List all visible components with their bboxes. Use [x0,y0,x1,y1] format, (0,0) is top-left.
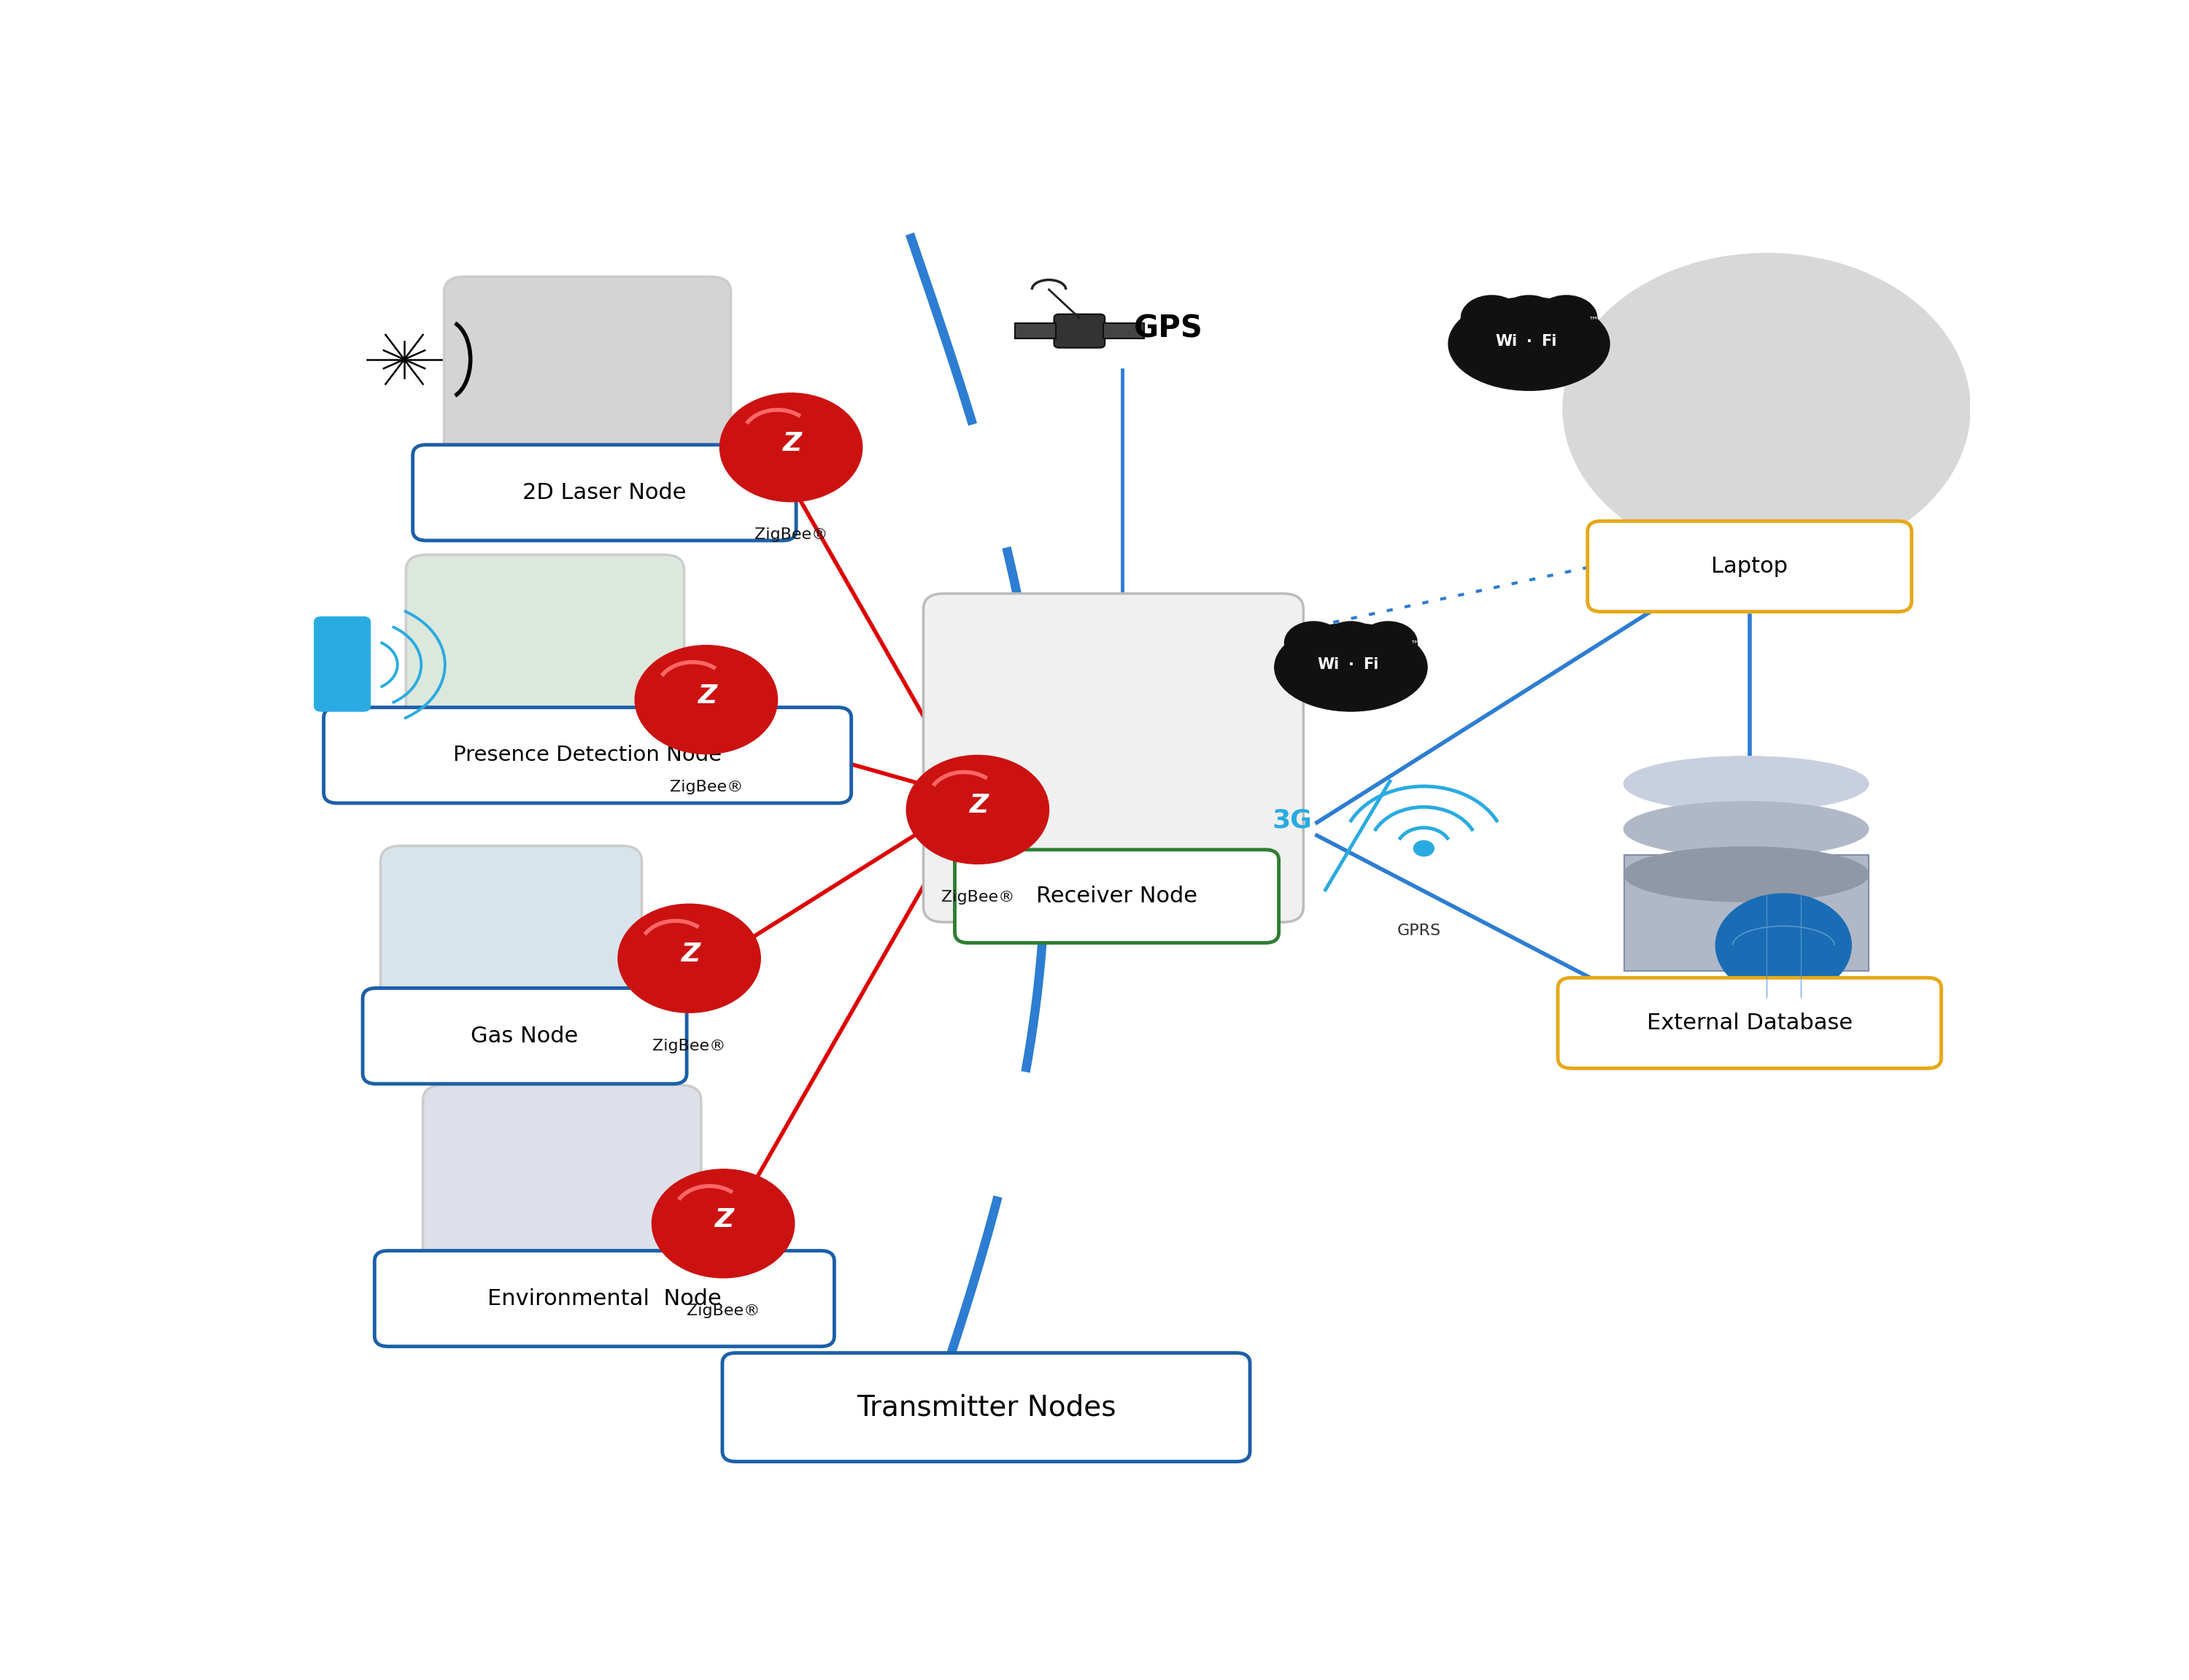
Text: Wi: Wi [1318,657,1340,672]
Circle shape [729,400,854,496]
Text: 3G: 3G [1272,808,1311,832]
Circle shape [626,911,753,1006]
FancyBboxPatch shape [324,707,852,803]
FancyBboxPatch shape [1055,314,1105,348]
Text: Laptop: Laptop [1712,556,1788,576]
FancyBboxPatch shape [924,593,1302,922]
Text: ™: ™ [1589,316,1598,326]
Text: Z: Z [681,942,700,968]
FancyBboxPatch shape [422,1085,700,1297]
Text: ZigBee®: ZigBee® [755,528,827,543]
Ellipse shape [1499,296,1559,339]
Circle shape [906,756,1049,864]
Circle shape [720,393,862,502]
Text: ZigBee®: ZigBee® [687,1304,760,1319]
FancyBboxPatch shape [381,845,641,1032]
Ellipse shape [1322,622,1379,664]
FancyBboxPatch shape [1016,323,1055,339]
Circle shape [1563,254,1970,564]
Ellipse shape [1624,847,1867,902]
Text: Transmitter Nodes: Transmitter Nodes [856,1393,1116,1421]
Circle shape [652,1169,795,1278]
Text: ZigBee®: ZigBee® [652,1038,727,1053]
Text: GPRS: GPRS [1397,924,1440,937]
Circle shape [1550,244,1983,575]
Text: ™: ™ [1410,638,1421,648]
Ellipse shape [1537,296,1598,339]
FancyBboxPatch shape [1103,323,1145,339]
FancyBboxPatch shape [405,554,685,766]
Circle shape [644,652,768,748]
Text: Receiver Node: Receiver Node [1035,885,1197,907]
FancyBboxPatch shape [722,1352,1250,1462]
Ellipse shape [1624,801,1867,857]
Circle shape [661,1176,786,1272]
FancyBboxPatch shape [954,850,1278,942]
Ellipse shape [1624,756,1867,811]
Text: Z: Z [970,793,989,818]
FancyBboxPatch shape [374,1250,834,1346]
Text: Z: Z [698,684,718,709]
Text: Presence Detection Node: Presence Detection Node [453,744,722,766]
Text: Z: Z [784,432,803,455]
FancyBboxPatch shape [315,617,370,711]
Circle shape [617,904,760,1013]
Text: Fi: Fi [1541,334,1556,349]
Circle shape [915,761,1040,857]
Text: ·: · [1526,334,1532,349]
Text: GPS: GPS [1134,312,1204,344]
Text: Fi: Fi [1364,657,1379,672]
Ellipse shape [1274,623,1427,711]
Circle shape [1414,840,1434,857]
Text: External Database: External Database [1646,1013,1852,1033]
Ellipse shape [1449,297,1609,390]
FancyBboxPatch shape [363,988,687,1084]
Text: Gas Node: Gas Node [471,1025,578,1047]
Circle shape [1716,894,1852,998]
Text: Z: Z [716,1208,736,1231]
Text: Wi: Wi [1495,334,1517,349]
Text: ZigBee®: ZigBee® [670,780,742,795]
Text: 2D Laser Node: 2D Laser Node [523,482,687,504]
FancyBboxPatch shape [444,277,731,502]
FancyBboxPatch shape [1624,855,1867,971]
Ellipse shape [1460,296,1521,339]
FancyBboxPatch shape [1559,978,1942,1068]
FancyBboxPatch shape [414,445,797,541]
Text: ZigBee®: ZigBee® [941,890,1014,904]
Text: ·: · [1348,657,1353,672]
Ellipse shape [1359,622,1416,664]
Circle shape [635,645,777,754]
Text: Environmental  Node: Environmental Node [488,1289,722,1309]
FancyBboxPatch shape [1587,521,1911,612]
Ellipse shape [1285,622,1342,664]
